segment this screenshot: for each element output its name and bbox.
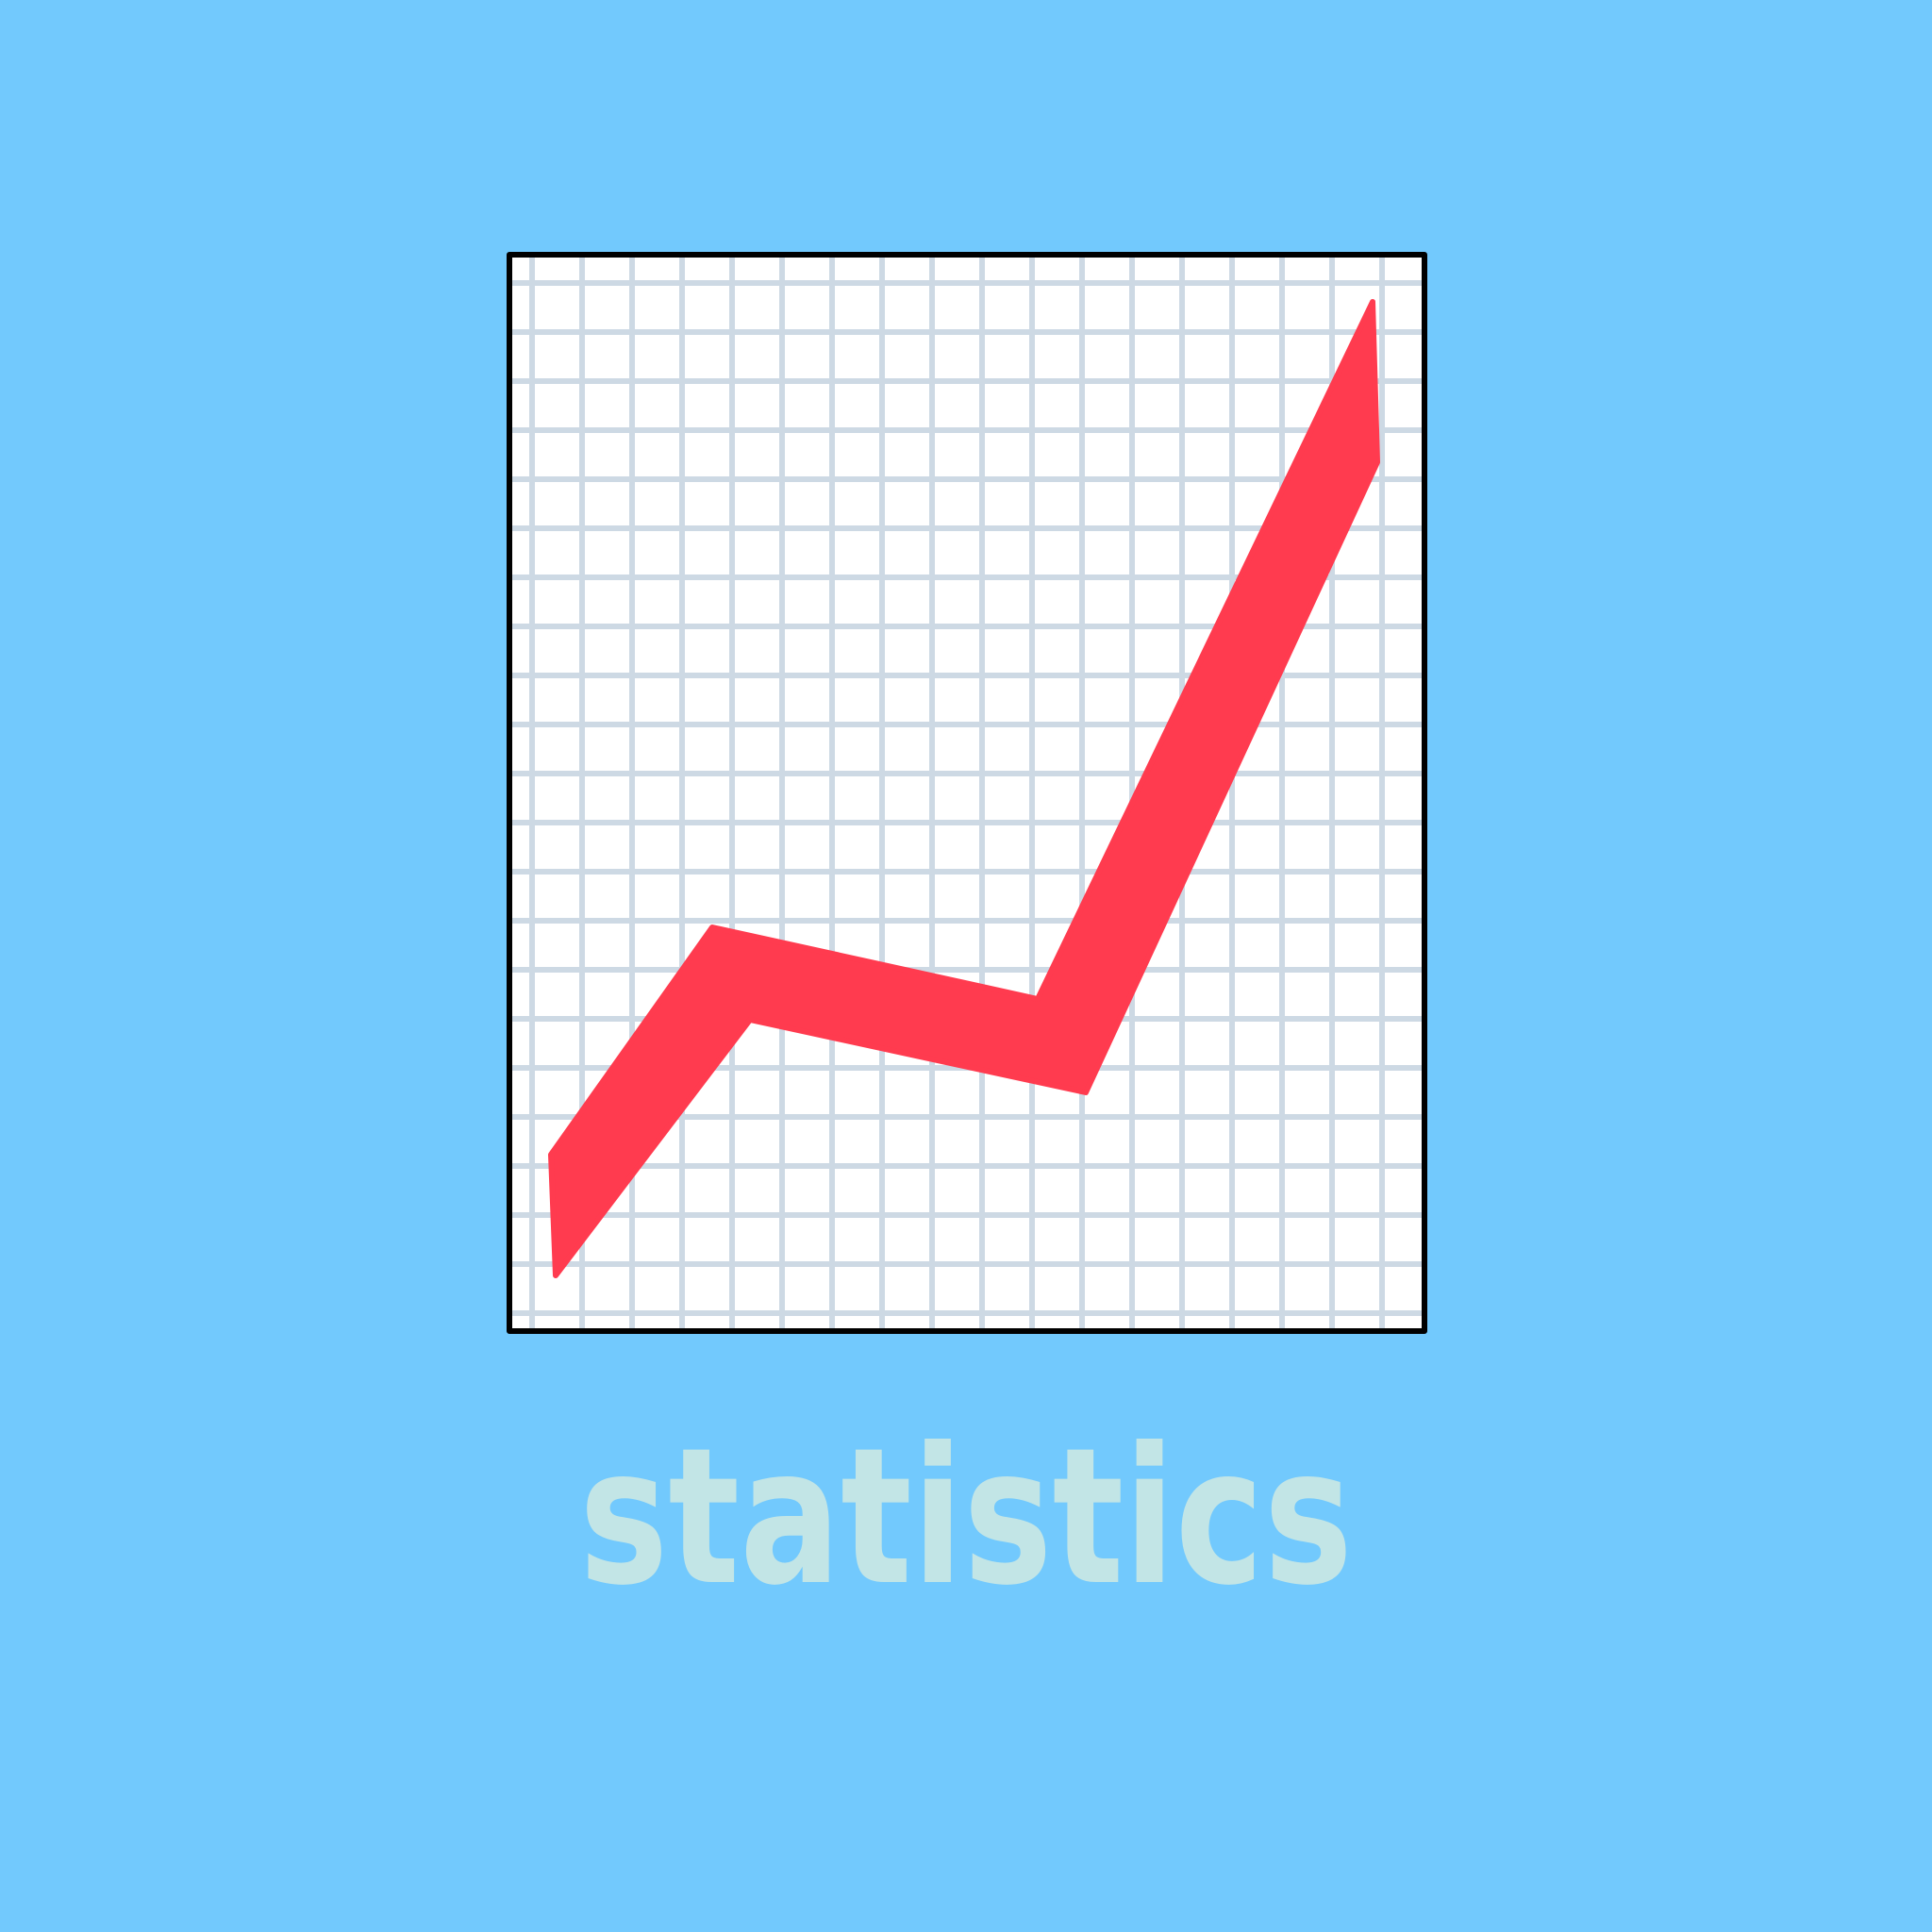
chart-frame — [507, 252, 1427, 1334]
chart-paper — [509, 255, 1424, 1331]
caption: statistics — [579, 1407, 1353, 1627]
trend-arrow — [548, 299, 1380, 1278]
grid — [511, 257, 1423, 1329]
